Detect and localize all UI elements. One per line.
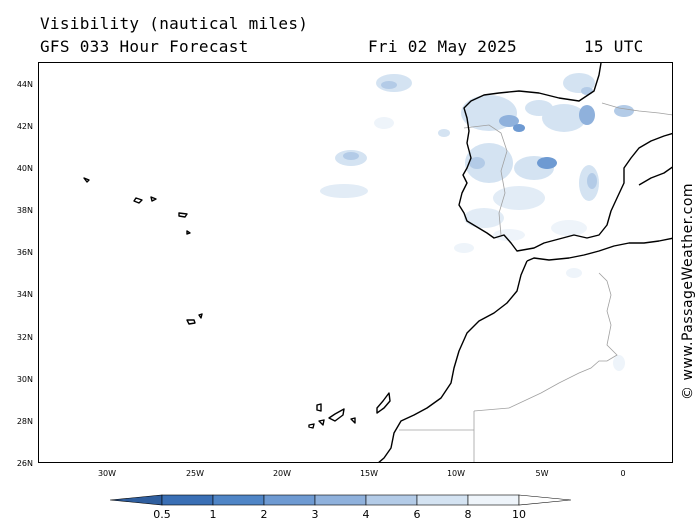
lon-label-10w: 10W [446,469,466,478]
colorbar-cell [263,494,316,506]
colorbar-label: 1 [209,508,217,521]
coastlines [83,63,672,462]
colorbar-cell [314,494,367,506]
colorbar-label: 10 [512,508,526,521]
forecast-time: 15 UTC [584,37,644,56]
colorbar-cell [467,494,520,506]
credit-text: © www.PassageWeather.com [680,182,696,400]
colorbar-label: 6 [413,508,421,521]
country-borders [399,102,672,462]
lat-label-36n: 36N [16,248,33,257]
colorbar-label: 4 [362,508,370,521]
lat-label-26n: 26N [16,459,33,468]
colorbar-cell [365,494,418,506]
forecast-label: GFS 033 Hour Forecast [40,37,249,56]
map-title: Visibility (nautical miles) [40,14,309,33]
lon-label-30w: 30W [97,469,117,478]
lon-label-0: 0 [620,469,626,478]
lat-label-44n: 44N [16,80,33,89]
colorbar-max-arrow [518,494,572,506]
colorbar-cell [212,494,265,506]
visibility-map [83,63,672,462]
map-area [38,62,673,463]
lat-label-38n: 38N [16,206,33,215]
lat-label-42n: 42N [16,122,33,131]
lat-label-32n: 32N [16,333,33,342]
lon-label-15w: 15W [359,469,379,478]
colorbar-min-arrow [110,494,163,506]
colorbar-cell [161,494,214,506]
colorbar-label: 8 [464,508,472,521]
lat-label-28n: 28N [16,417,33,426]
lat-label-30n: 30N [16,375,33,384]
lon-label-25w: 25W [185,469,205,478]
visibility-colorbar [110,494,572,506]
colorbar-label: 0.5 [153,508,171,521]
lon-label-5w: 5W [535,469,549,478]
lat-label-34n: 34N [16,290,33,299]
lat-label-40n: 40N [16,164,33,173]
lon-label-20w: 20W [272,469,292,478]
colorbar-cell [416,494,469,506]
forecast-date: Fri 02 May 2025 [368,37,517,56]
colorbar-label: 2 [260,508,268,521]
colorbar-label: 3 [311,508,319,521]
visibility-shading [320,73,634,371]
